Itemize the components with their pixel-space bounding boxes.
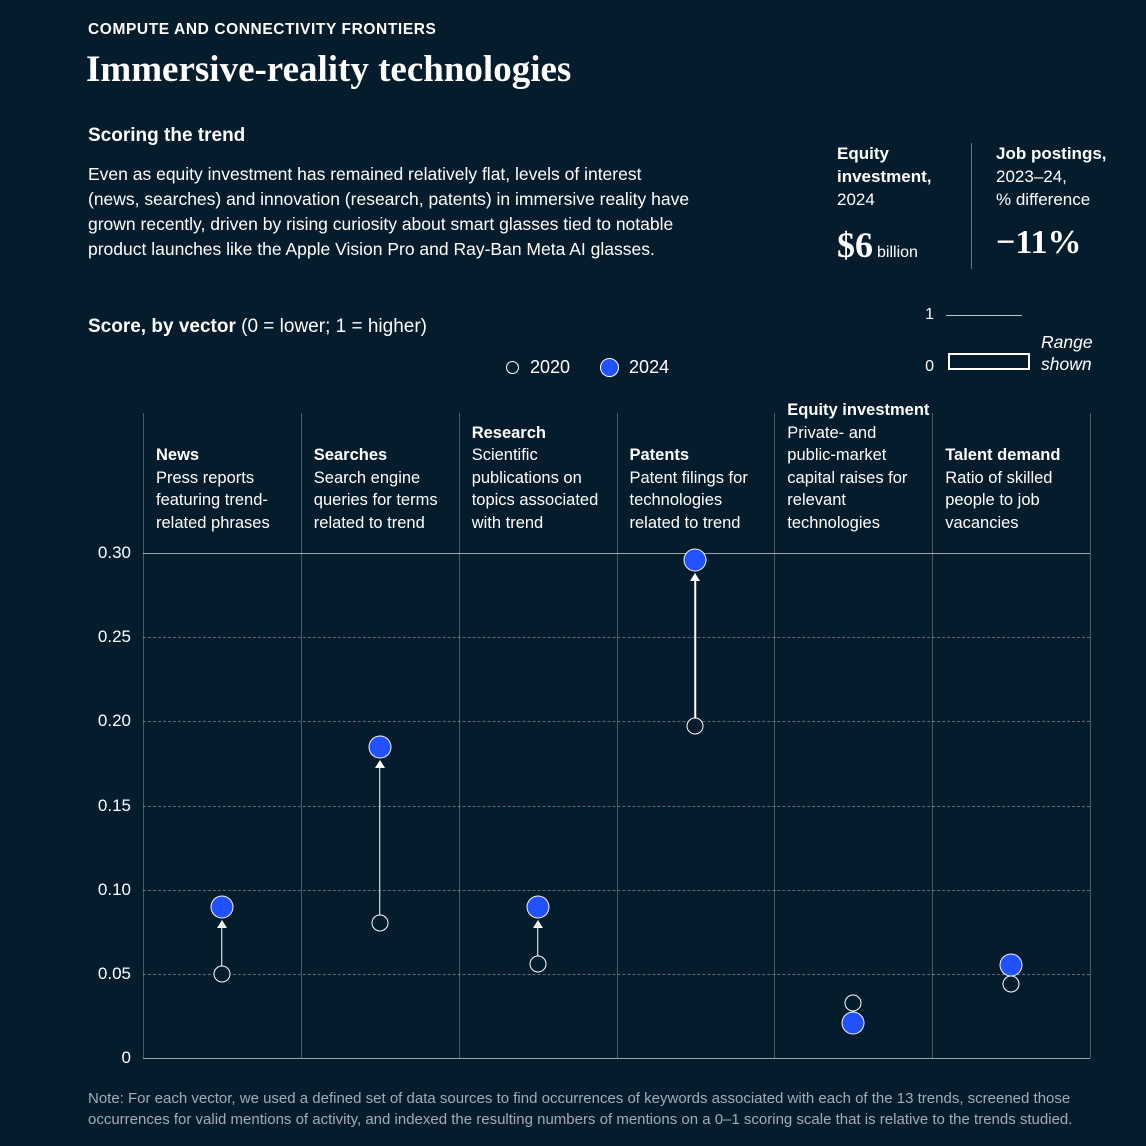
footnote: Note: For each vector, we used a defined… (88, 1090, 1073, 1128)
range-scale-top-line (946, 315, 1022, 316)
gridline (143, 889, 1090, 891)
gridline (143, 805, 1090, 807)
column-description: Private- and public-market capital raise… (787, 423, 908, 532)
increase-arrow-head-icon (374, 759, 385, 768)
gridline (143, 637, 1090, 639)
equity-stat-label-bold: Equity investment, (837, 144, 932, 186)
y-axis-tick-label: 0.05 (97, 963, 131, 983)
column-header: Equity investment Private- and public-mar… (787, 399, 930, 534)
column-title: Searches (313, 446, 388, 464)
chart-title-scale: (0 = lower; 1 = higher) (235, 316, 427, 337)
data-point-2024 (526, 895, 550, 918)
eyebrow: COMPUTE AND CONNECTIVITY FRONTIERS (88, 21, 437, 38)
increase-arrow-head-icon (532, 919, 543, 928)
gridline (143, 1058, 1090, 1059)
data-point-2024 (841, 1011, 865, 1035)
column-title: Talent demand (945, 446, 1061, 464)
column-header: Research Scientific publications on topic… (472, 422, 608, 535)
increase-arrow-line (221, 926, 223, 966)
jobs-value: −11% (996, 224, 1082, 261)
y-axis-tick-label: 0.20 (97, 711, 131, 731)
column-separator (300, 413, 302, 1058)
column-title: Research (471, 423, 546, 442)
data-point-2020 (844, 994, 862, 1011)
gridline (143, 721, 1090, 723)
column-description: Search engine queries for terms related … (313, 468, 438, 532)
column-title: Patents (629, 446, 690, 464)
range-scale-top-label: 1 (925, 306, 934, 323)
equity-stat-label: Equity investment, 2024 (837, 142, 959, 211)
jobs-stat-label-bold: Job postings, (996, 144, 1107, 163)
jobs-stat-label-period: 2023–24, % difference (996, 167, 1091, 209)
legend-2024-marker-icon (600, 358, 620, 377)
page-title: Immersive-reality technologies (86, 49, 572, 90)
gridline (143, 553, 1090, 554)
jobs-stat-value: −11% (996, 224, 1146, 262)
y-axis-tick-label: 0.15 (97, 795, 131, 815)
jobs-stat-label: Job postings, 2023–24, % difference (996, 142, 1146, 211)
column-description: Press reports featuring trend-related ph… (156, 468, 270, 532)
data-point-2020 (371, 914, 389, 932)
column-header: Searches Search engine queries for terms … (314, 444, 450, 534)
data-point-2020 (1002, 975, 1020, 993)
column-separator (616, 413, 618, 1058)
range-scale-bottom-label: 0 (925, 358, 934, 375)
y-axis-tick-label: 0.30 (97, 543, 131, 562)
legend-2024-label: 2024 (629, 357, 670, 377)
stat-job-postings: Job postings, 2023–24, % difference −11% (996, 142, 1146, 269)
y-axis-tick-label: 0.25 (97, 627, 131, 647)
column-description: Ratio of skilled people to job vacancies (945, 468, 1053, 532)
column-header: Patents Patent filings for technologies r… (630, 444, 766, 534)
column-description: Scientific publications on topics associ… (471, 446, 599, 532)
section-heading: Scoring the trend (88, 125, 246, 146)
column-header: Talent demand Ratio of skilled people to … (945, 444, 1081, 534)
data-point-2020 (529, 955, 547, 973)
range-shown-box-icon (948, 353, 1030, 370)
legend-2020-label: 2020 (530, 357, 571, 377)
increase-arrow-line (694, 579, 697, 719)
data-point-2020 (213, 965, 231, 983)
column-separator (458, 413, 460, 1058)
gridline (143, 973, 1090, 975)
y-axis-tick-label: 0.10 (97, 879, 131, 899)
column-separator (932, 413, 934, 1058)
chart-legend: 2020 2024 (506, 357, 669, 378)
equity-stat-label-year: 2024 (837, 190, 875, 209)
equity-stat-value: $6 billion (837, 224, 959, 266)
increase-arrow-line (379, 766, 381, 916)
legend-2020-marker-icon (506, 361, 519, 374)
equity-unit: billion (877, 244, 918, 261)
data-point-2024 (368, 735, 392, 759)
increase-arrow-line (536, 926, 539, 956)
column-separator (143, 413, 144, 1058)
increase-arrow-head-icon (690, 572, 701, 581)
equity-value: $6 (837, 225, 873, 265)
trend-description: Even as equity investment has remained r… (88, 164, 690, 259)
column-separator (1090, 413, 1091, 1058)
increase-arrow-head-icon (216, 919, 227, 928)
column-title: Equity investment (787, 401, 930, 419)
chart-title-bold: Score, by vector (88, 316, 236, 337)
data-point-2024 (999, 953, 1023, 977)
data-point-2024 (210, 895, 234, 918)
stat-equity-investment: Equity investment, 2024 $6 billion (837, 142, 959, 269)
column-header: News Press reports featuring trend-relate… (156, 444, 292, 534)
column-separator (774, 413, 776, 1058)
y-axis-tick-label: 0 (121, 1048, 131, 1067)
data-point-2024 (683, 548, 707, 572)
stats-divider (971, 143, 972, 269)
chart-title: Score, by vector (0 = lower; 1 = higher) (88, 316, 427, 338)
data-point-2020 (686, 717, 704, 735)
column-title: News (156, 446, 200, 464)
key-stats: Equity investment, 2024 $6 billion Job po… (837, 142, 1146, 269)
column-description: Patent filings for technologies related … (629, 468, 748, 532)
range-shown-label: Range shown (1041, 332, 1093, 374)
